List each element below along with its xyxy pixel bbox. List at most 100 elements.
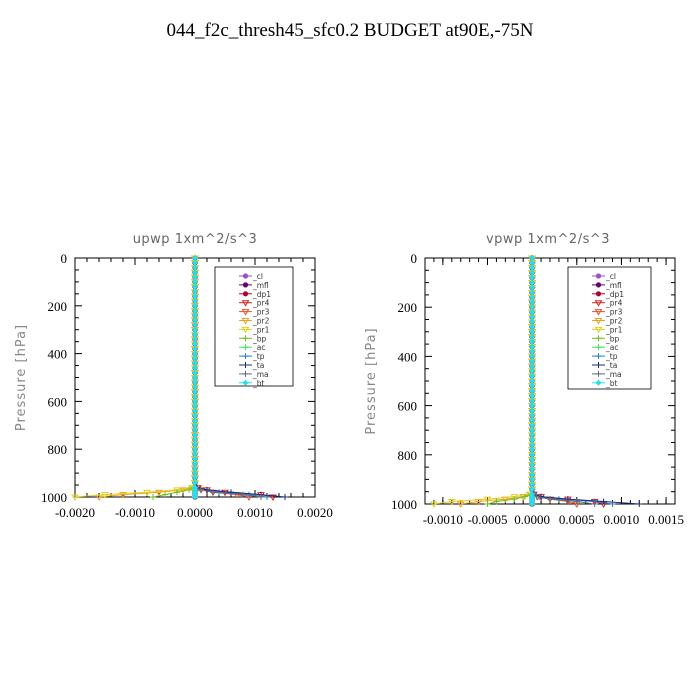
- data-point: [192, 479, 198, 486]
- x-tick-label: -0.0010: [115, 505, 155, 520]
- data-point: [529, 294, 536, 301]
- data-point: [173, 487, 181, 494]
- data-point: [529, 481, 536, 488]
- data-point: [447, 499, 456, 506]
- data-point: [198, 486, 204, 493]
- data-point: [71, 494, 79, 501]
- data-point: [192, 460, 198, 467]
- data-point: [636, 501, 643, 507]
- data-point: [240, 491, 246, 498]
- y-tick-label: 1000: [41, 490, 67, 505]
- x-tick-label: 0.0000: [514, 512, 550, 527]
- data-point: [483, 496, 492, 504]
- data-point: [547, 496, 553, 503]
- series-pr2: [456, 255, 537, 508]
- data-point: [192, 298, 198, 305]
- legend-marker: [241, 326, 250, 334]
- data-point: [192, 374, 198, 381]
- data-point: [529, 378, 536, 384]
- data-point: [529, 304, 536, 311]
- data-point: [529, 343, 536, 350]
- data-point: [529, 264, 536, 271]
- y-tick-label: 400: [48, 347, 68, 362]
- y-tick-label: 200: [48, 299, 68, 314]
- legend-marker: [242, 362, 249, 368]
- data-point: [573, 498, 580, 505]
- data-point: [529, 486, 536, 493]
- data-point: [228, 489, 234, 496]
- data-point: [555, 496, 562, 503]
- data-point: [430, 501, 438, 508]
- legend-label: _pr1: [252, 325, 270, 334]
- y-tick-label: 0: [411, 251, 418, 266]
- data-point: [192, 341, 198, 348]
- legend-label: _pr3: [605, 308, 623, 317]
- data-point: [529, 451, 536, 458]
- data-point: [192, 336, 198, 343]
- data-point: [600, 498, 607, 505]
- data-point: [529, 289, 536, 296]
- data-point: [529, 333, 536, 340]
- data-point: [192, 388, 198, 395]
- x-tick-label: -0.0020: [55, 505, 95, 520]
- legend-label: _bp: [252, 334, 267, 343]
- data-point: [529, 441, 536, 448]
- legend-label: _pr2: [252, 317, 270, 326]
- panel-vpwp: vpwp 1xm^2/s^3 Pressure [hPa] 0 200 400 600 80…: [364, 232, 684, 527]
- data-point: [162, 491, 168, 498]
- series-bp: [484, 255, 536, 507]
- data-point: [529, 412, 536, 419]
- data-point: [192, 470, 198, 477]
- data-point: [529, 422, 536, 429]
- y-tick-label: 400: [398, 349, 418, 364]
- data-point: [529, 274, 536, 281]
- legend-marker: [595, 344, 602, 351]
- legend-label: _tp: [605, 352, 618, 361]
- data-point: [529, 407, 536, 414]
- series-pr1: [71, 255, 199, 501]
- legend-label: _ac: [252, 343, 265, 352]
- legend-label: _pr1: [605, 325, 623, 334]
- data-point: [529, 471, 536, 478]
- data-point: [192, 321, 198, 328]
- data-point: [192, 436, 198, 443]
- data-point: [493, 498, 500, 505]
- data-point: [192, 317, 198, 324]
- x-tick-label: 0.0000: [177, 505, 213, 520]
- data-point: [192, 293, 198, 300]
- data-point: [192, 393, 198, 400]
- legend-marker: [595, 353, 602, 360]
- data-point: [529, 363, 536, 370]
- legend-marker: [242, 379, 249, 386]
- legend-label: _bt: [252, 379, 265, 388]
- legend-marker: [241, 300, 250, 307]
- legend-label: _dp1: [605, 290, 624, 299]
- data-point: [269, 494, 277, 501]
- data-point: [192, 345, 198, 352]
- legend-marker: [594, 318, 603, 325]
- data-point: [192, 427, 198, 434]
- data-point: [192, 350, 198, 357]
- legend-marker: [242, 344, 249, 351]
- data-point: [529, 432, 536, 439]
- legend-label: _mfl: [605, 281, 622, 290]
- legend-label: _ta: [605, 361, 617, 370]
- data-point: [192, 412, 198, 419]
- data-point: [529, 309, 536, 316]
- data-point: [192, 384, 198, 391]
- data-point: [529, 392, 536, 399]
- x-tick-label: -0.0005: [467, 512, 507, 527]
- data-point: [529, 373, 536, 380]
- data-point: [192, 407, 198, 414]
- legend: _cl_mfl_dp1_pr4_pr3_pr2_pr1_bp_ac_tp_ta_…: [567, 266, 652, 390]
- data-point: [529, 417, 536, 424]
- data-point: [192, 494, 198, 500]
- legend-label: _ac: [605, 343, 618, 352]
- data-point: [192, 441, 198, 448]
- series-bp: [150, 255, 198, 500]
- data-point: [192, 403, 198, 410]
- series-line: [460, 258, 533, 505]
- data-point: [192, 446, 198, 453]
- y-tick-label: 600: [398, 399, 418, 414]
